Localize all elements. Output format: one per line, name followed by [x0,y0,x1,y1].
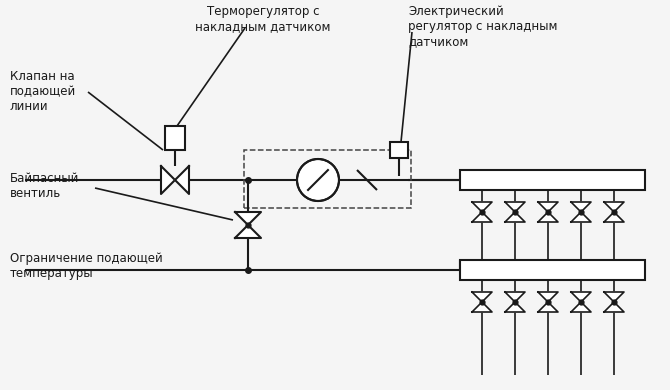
Bar [165,126,185,150]
Polygon shape [472,212,492,222]
Text: Байпасный
вентиль: Байпасный вентиль [10,172,79,200]
Bar [460,260,645,280]
Bar [460,170,645,190]
Polygon shape [538,212,558,222]
Polygon shape [604,202,624,212]
Polygon shape [472,292,492,302]
Polygon shape [604,212,624,222]
Polygon shape [571,292,591,302]
Text: Терморегулятор с
накладным датчиком: Терморегулятор с накладным датчиком [195,5,331,33]
Text: Клапан на
подающей
линии: Клапан на подающей линии [10,70,76,113]
Polygon shape [538,202,558,212]
Text: Ограничение подающей
температуры: Ограничение подающей температуры [10,252,163,280]
Polygon shape [571,212,591,222]
Polygon shape [472,302,492,312]
Polygon shape [571,202,591,212]
Polygon shape [161,166,175,194]
Polygon shape [571,302,591,312]
Polygon shape [235,212,261,225]
Polygon shape [604,302,624,312]
Polygon shape [175,166,189,194]
Polygon shape [538,302,558,312]
Polygon shape [538,292,558,302]
Polygon shape [505,212,525,222]
Polygon shape [505,302,525,312]
Bar [244,150,411,208]
Polygon shape [472,202,492,212]
Polygon shape [235,225,261,238]
Bar [390,142,408,158]
Polygon shape [604,292,624,302]
Polygon shape [505,202,525,212]
Polygon shape [505,292,525,302]
Circle shape [297,159,339,201]
Text: Электрический
регулятор с накладным
датчиком: Электрический регулятор с накладным датч… [408,5,557,48]
